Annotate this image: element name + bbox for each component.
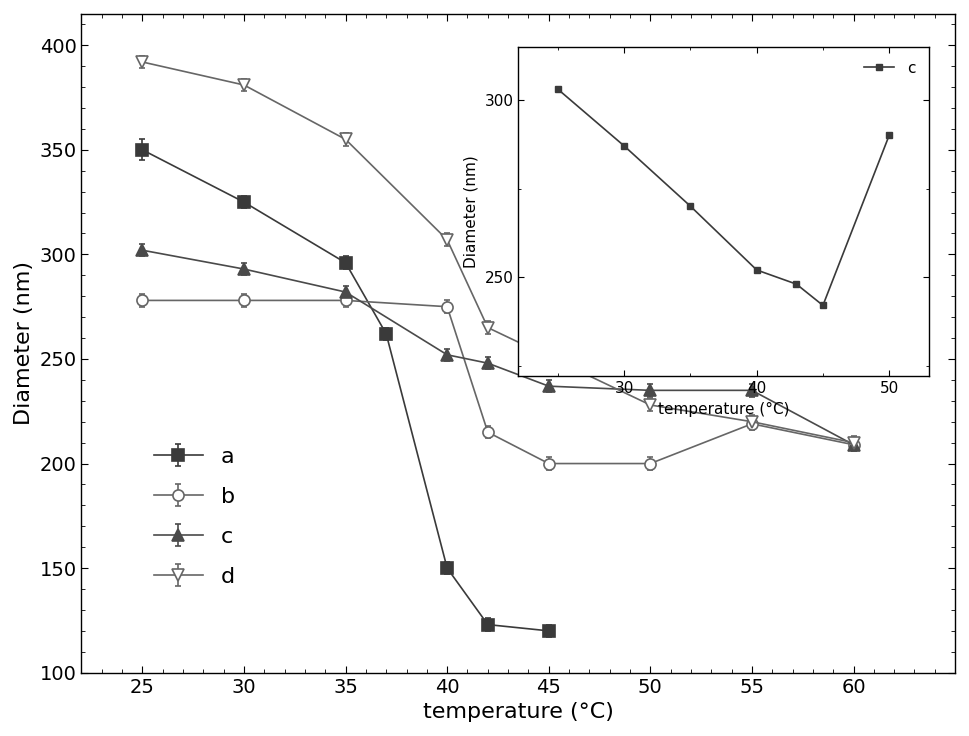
X-axis label: temperature (°C): temperature (°C) [422, 702, 613, 722]
Legend: a, b, c, d: a, b, c, d [145, 438, 243, 595]
Y-axis label: Diameter (nm): Diameter (nm) [14, 261, 34, 425]
